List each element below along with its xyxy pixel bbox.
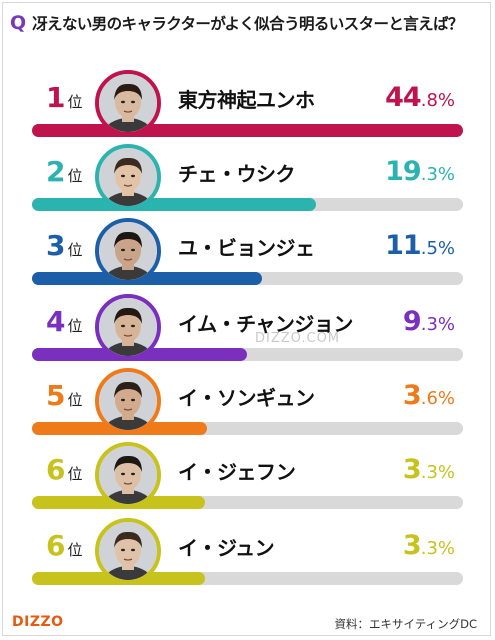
celebrity-name: イ・ジュン (178, 536, 275, 560)
rank-number: 6 (46, 453, 66, 486)
percentage-label: 3.6% (403, 378, 455, 414)
percentage-decimal: .3% (420, 164, 455, 185)
percentage-label: 11.5% (385, 228, 455, 264)
portrait-avatar (95, 518, 161, 584)
rank-unit: 位 (67, 541, 83, 559)
rank-row: 1 位 東方神起ユンホ 44.8% (0, 70, 495, 150)
portrait-avatar (95, 368, 161, 434)
bar-track (32, 496, 463, 509)
celebrity-name: イ・ジェフン (178, 460, 296, 484)
percentage-integer: 19 (385, 156, 422, 187)
percentage-decimal: .8% (420, 90, 455, 111)
celebrity-name: 東方神起ユンホ (178, 88, 315, 112)
percentage-integer: 9 (402, 306, 422, 337)
rank-row: 4 位 イム・チャンジョン 9.3% (0, 294, 495, 374)
portrait-avatar (95, 70, 161, 136)
celebrity-name: チェ・ウシク (178, 162, 296, 186)
question-mark-icon: Q (10, 12, 27, 34)
rank-row: 2 位 チェ・ウシク 19.3% (0, 144, 495, 224)
percentage-decimal: .3% (420, 538, 455, 559)
portrait-avatar (95, 442, 161, 508)
question-header: Q 冴えない男のキャラクターがよく似合う明るいスターと言えば？ (10, 9, 463, 37)
rank-unit: 位 (67, 93, 83, 111)
bar-fill (32, 124, 463, 137)
bar-track (32, 124, 463, 137)
rank-unit: 位 (67, 241, 83, 259)
bar-track (32, 348, 463, 361)
bar-track (32, 572, 463, 585)
portrait-avatar (95, 144, 161, 210)
rank-number: 1 (46, 81, 66, 114)
percentage-decimal: .5% (420, 238, 455, 259)
percentage-label: 19.3% (385, 154, 455, 190)
bar-fill (32, 272, 262, 285)
rank-row: 3 位 ユ・ビョンジェ 11.5% (0, 218, 495, 298)
watermark: DIZZO.COM (255, 331, 341, 346)
bar-track (32, 422, 463, 435)
bar-track (32, 198, 463, 211)
rank-number: 6 (46, 529, 66, 562)
percentage-decimal: .6% (420, 388, 455, 409)
source-note: 資料：エキサイティングDC (334, 617, 477, 631)
question-text: 冴えない男のキャラクターがよく似合う明るいスターと言えば？ (32, 15, 463, 33)
celebrity-name: イ・ソンギュン (178, 386, 315, 410)
rank-number: 3 (46, 229, 66, 262)
brand-logo: DIZZO (12, 614, 64, 630)
rank-unit: 位 (67, 167, 83, 185)
rank-unit: 位 (67, 465, 83, 483)
bar-fill (32, 198, 317, 211)
percentage-integer: 3 (402, 380, 422, 411)
celebrity-name: ユ・ビョンジェ (178, 236, 315, 260)
percentage-integer: 3 (402, 530, 422, 561)
rank-number: 4 (46, 305, 66, 338)
chart-frame (2, 2, 491, 636)
rank-unit: 位 (67, 391, 83, 409)
percentage-integer: 3 (402, 454, 422, 485)
percentage-integer: 44 (385, 82, 422, 113)
percentage-label: 9.3% (403, 304, 455, 340)
rank-row: 5 位 イ・ソンギュン 3.6% (0, 368, 495, 448)
bar-track (32, 272, 463, 285)
portrait-avatar (95, 294, 161, 360)
percentage-label: 3.3% (403, 452, 455, 488)
rank-number: 2 (46, 155, 66, 188)
rank-number: 5 (46, 379, 66, 412)
rank-row: 6 位 イ・ジュン 3.3% (0, 518, 495, 598)
percentage-integer: 11 (385, 230, 422, 261)
portrait-avatar (95, 218, 161, 284)
percentage-label: 44.8% (385, 80, 455, 116)
percentage-decimal: .3% (420, 314, 455, 335)
percentage-label: 3.3% (403, 528, 455, 564)
percentage-decimal: .3% (420, 462, 455, 483)
rank-row: 6 位 イ・ジェフン 3.3% (0, 442, 495, 522)
rank-unit: 位 (67, 317, 83, 335)
celebrity-name: イム・チャンジョン (178, 312, 353, 336)
